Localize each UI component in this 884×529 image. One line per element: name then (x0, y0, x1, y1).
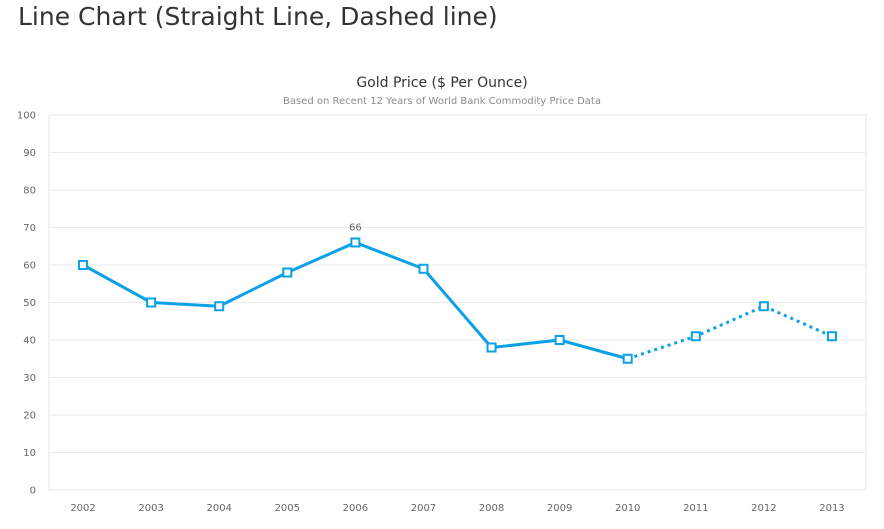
chart-subtitle: Based on Recent 12 Years of World Bank C… (283, 96, 601, 107)
series-line-dashed (627, 304, 833, 361)
y-tick-label: 40 (23, 336, 36, 347)
axis-layer: 0 10 20 30 40 50 60 70 80 90 100 2002 2003 2004 2005 20… (17, 111, 845, 515)
data-label-2006: 66 (349, 223, 362, 234)
y-tick-label: 10 (23, 448, 36, 459)
page-title: Line Chart (Straight Line, Dashed line) (18, 2, 498, 31)
data-point-2002[interactable] (78, 260, 89, 270)
x-tick-label: 2008 (479, 503, 504, 514)
y-tick-label: 60 (23, 261, 36, 272)
y-tick-label: 20 (23, 411, 36, 422)
data-point-2003[interactable] (146, 297, 157, 308)
data-point-2006[interactable] (350, 237, 361, 248)
y-tick-label: 70 (23, 223, 36, 234)
label-layer: 66 (349, 223, 362, 234)
y-tick-label: 100 (17, 111, 36, 122)
x-tick-label: 2004 (206, 503, 231, 514)
x-tick-label: 2012 (751, 503, 776, 514)
x-tick-label: 2010 (615, 503, 640, 514)
data-point-2009[interactable] (554, 335, 565, 345)
data-point-2008[interactable] (486, 342, 497, 353)
data-point-2005[interactable] (282, 267, 293, 278)
x-tick-label: 2002 (70, 503, 95, 514)
marker-layer (78, 237, 837, 364)
chart-title: Gold Price ($ Per Ounce) (356, 75, 527, 91)
x-tick-label: 2007 (411, 503, 436, 514)
x-tick-label: 2009 (547, 503, 572, 514)
x-tick-label: 2006 (343, 503, 368, 514)
x-tick-label: 2005 (275, 503, 300, 514)
y-tick-label: 80 (23, 186, 36, 197)
series-line-solid (81, 241, 630, 361)
data-point-2004[interactable] (214, 301, 225, 312)
data-point-2007[interactable] (418, 263, 429, 274)
y-tick-label: 30 (23, 373, 36, 384)
data-point-2012[interactable] (758, 301, 769, 312)
grid-layer (48, 114, 867, 491)
x-tick-label: 2013 (819, 503, 844, 514)
data-point-2013[interactable] (826, 331, 837, 342)
data-point-2010[interactable] (622, 353, 633, 364)
y-tick-label: 0 (30, 486, 36, 497)
x-tick-label: 2011 (683, 503, 708, 514)
line-layer (81, 241, 833, 361)
y-tick-label: 90 (23, 148, 36, 159)
data-point-2011[interactable] (690, 331, 701, 342)
y-tick-label: 50 (23, 298, 36, 309)
x-tick-label: 2003 (138, 503, 163, 514)
